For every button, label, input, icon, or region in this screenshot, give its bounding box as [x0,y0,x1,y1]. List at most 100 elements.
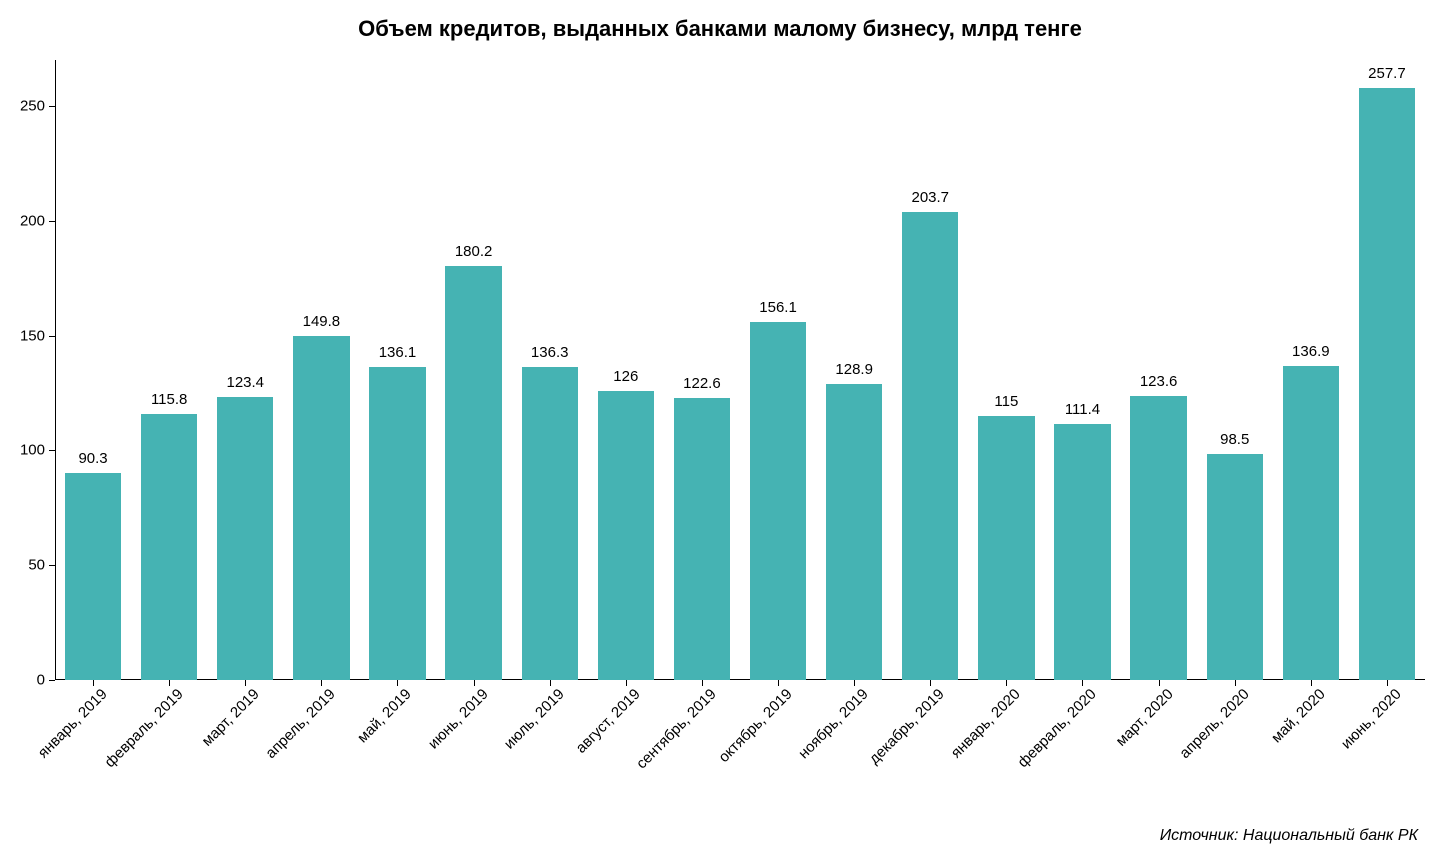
x-tick-mark [550,680,551,686]
x-tick-label: август, 2019 [572,686,643,757]
x-tick-mark [778,680,779,686]
chart-container: Объем кредитов, выданных банками малому … [0,0,1440,857]
y-tick-mark [49,336,55,337]
x-tick-label: июнь, 2020 [1338,686,1405,753]
bar-slot: 136.9май, 2020 [1273,60,1349,680]
x-tick-mark [1006,680,1007,686]
bar-value-label: 136.3 [531,344,569,367]
x-tick-mark [626,680,627,686]
x-tick-mark [169,680,170,686]
bar-value-label: 126 [613,368,638,391]
bar-value-label: 98.5 [1220,431,1249,454]
x-tick-mark [245,680,246,686]
bar-slot: 149.8апрель, 2019 [283,60,359,680]
x-tick-mark [854,680,855,686]
bar: 257.7 [1359,88,1415,680]
y-tick-mark [49,106,55,107]
bars-area: 90.3январь, 2019115.8февраль, 2019123.4м… [55,60,1425,680]
x-tick-label: октябрь, 2019 [715,686,795,766]
x-tick-mark [1159,680,1160,686]
x-tick-mark [474,680,475,686]
bar-slot: 123.4март, 2019 [207,60,283,680]
bar-value-label: 156.1 [759,299,797,322]
bar-slot: 128.9ноябрь, 2019 [816,60,892,680]
bar: 123.4 [217,397,273,680]
bar-slot: 136.3июль, 2019 [512,60,588,680]
bar: 126 [598,391,654,680]
x-tick-label: июнь, 2019 [424,686,491,753]
bar: 111.4 [1054,424,1110,680]
x-tick-mark [1235,680,1236,686]
y-tick-mark [49,450,55,451]
bar-slot: 111.4февраль, 2020 [1044,60,1120,680]
x-tick-mark [702,680,703,686]
x-tick-label: май, 2020 [1268,686,1329,747]
chart-source: Источник: Национальный банк РК [1160,827,1418,845]
x-tick-label: сентябрь, 2019 [633,686,720,773]
bar: 180.2 [445,266,501,680]
x-tick-mark [397,680,398,686]
bar-slot: 115январь, 2020 [968,60,1044,680]
bar-value-label: 180.2 [455,243,493,266]
bar: 122.6 [674,398,730,680]
bar-slot: 156.1октябрь, 2019 [740,60,816,680]
bar: 115 [978,416,1034,680]
bar-slot: 257.7июнь, 2020 [1349,60,1425,680]
bar-slot: 90.3январь, 2019 [55,60,131,680]
x-tick-mark [93,680,94,686]
bar-value-label: 257.7 [1368,65,1406,88]
bar-value-label: 111.4 [1065,401,1100,424]
bar: 203.7 [902,212,958,680]
x-tick-label: март, 2020 [1112,686,1176,750]
bar-value-label: 128.9 [835,361,873,384]
bar-value-label: 115 [994,393,1018,416]
bar-value-label: 136.9 [1292,343,1330,366]
x-tick-label: январь, 2019 [35,686,111,762]
x-tick-mark [1082,680,1083,686]
x-tick-label: март, 2019 [199,686,263,750]
bar: 128.9 [826,384,882,680]
bar-value-label: 122.6 [683,375,721,398]
plot-area: 90.3январь, 2019115.8февраль, 2019123.4м… [55,60,1425,680]
x-tick-label: июль, 2019 [501,686,568,753]
bar: 136.1 [369,367,425,680]
chart-title: Объем кредитов, выданных банками малому … [0,16,1440,42]
x-tick-label: ноябрь, 2019 [795,686,872,763]
x-tick-label: апрель, 2020 [1176,686,1252,762]
bar: 136.3 [522,367,578,680]
bar-slot: 180.2июнь, 2019 [436,60,512,680]
bar-value-label: 90.3 [78,450,107,473]
bar: 98.5 [1207,454,1263,680]
bar: 136.9 [1283,366,1339,680]
x-tick-label: декабрь, 2019 [866,686,948,768]
bar: 90.3 [65,473,121,680]
x-tick-label: май, 2019 [355,686,416,747]
bar-value-label: 123.4 [226,374,264,397]
bar-slot: 123.6март, 2020 [1121,60,1197,680]
x-tick-mark [1387,680,1388,686]
x-tick-label: апрель, 2019 [263,686,339,762]
x-tick-mark [321,680,322,686]
x-tick-mark [930,680,931,686]
x-tick-mark [1311,680,1312,686]
bar-value-label: 136.1 [379,344,417,367]
bar: 156.1 [750,322,806,680]
bar-slot: 136.1май, 2019 [359,60,435,680]
bar-value-label: 123.6 [1140,373,1178,396]
x-tick-label: январь, 2020 [948,686,1024,762]
bar: 115.8 [141,414,197,680]
x-tick-label: февраль, 2020 [1015,686,1100,771]
y-tick-mark [49,221,55,222]
bar: 123.6 [1130,396,1186,680]
bar-slot: 126август, 2019 [588,60,664,680]
bar-slot: 203.7декабрь, 2019 [892,60,968,680]
bar-slot: 115.8февраль, 2019 [131,60,207,680]
y-tick-mark [49,680,55,681]
bar-slot: 98.5апрель, 2020 [1197,60,1273,680]
bar-value-label: 203.7 [911,189,949,212]
bar-slot: 122.6сентябрь, 2019 [664,60,740,680]
x-tick-label: февраль, 2019 [102,686,187,771]
y-tick-mark [49,565,55,566]
bar-value-label: 115.8 [151,391,187,414]
bar-value-label: 149.8 [303,313,341,336]
